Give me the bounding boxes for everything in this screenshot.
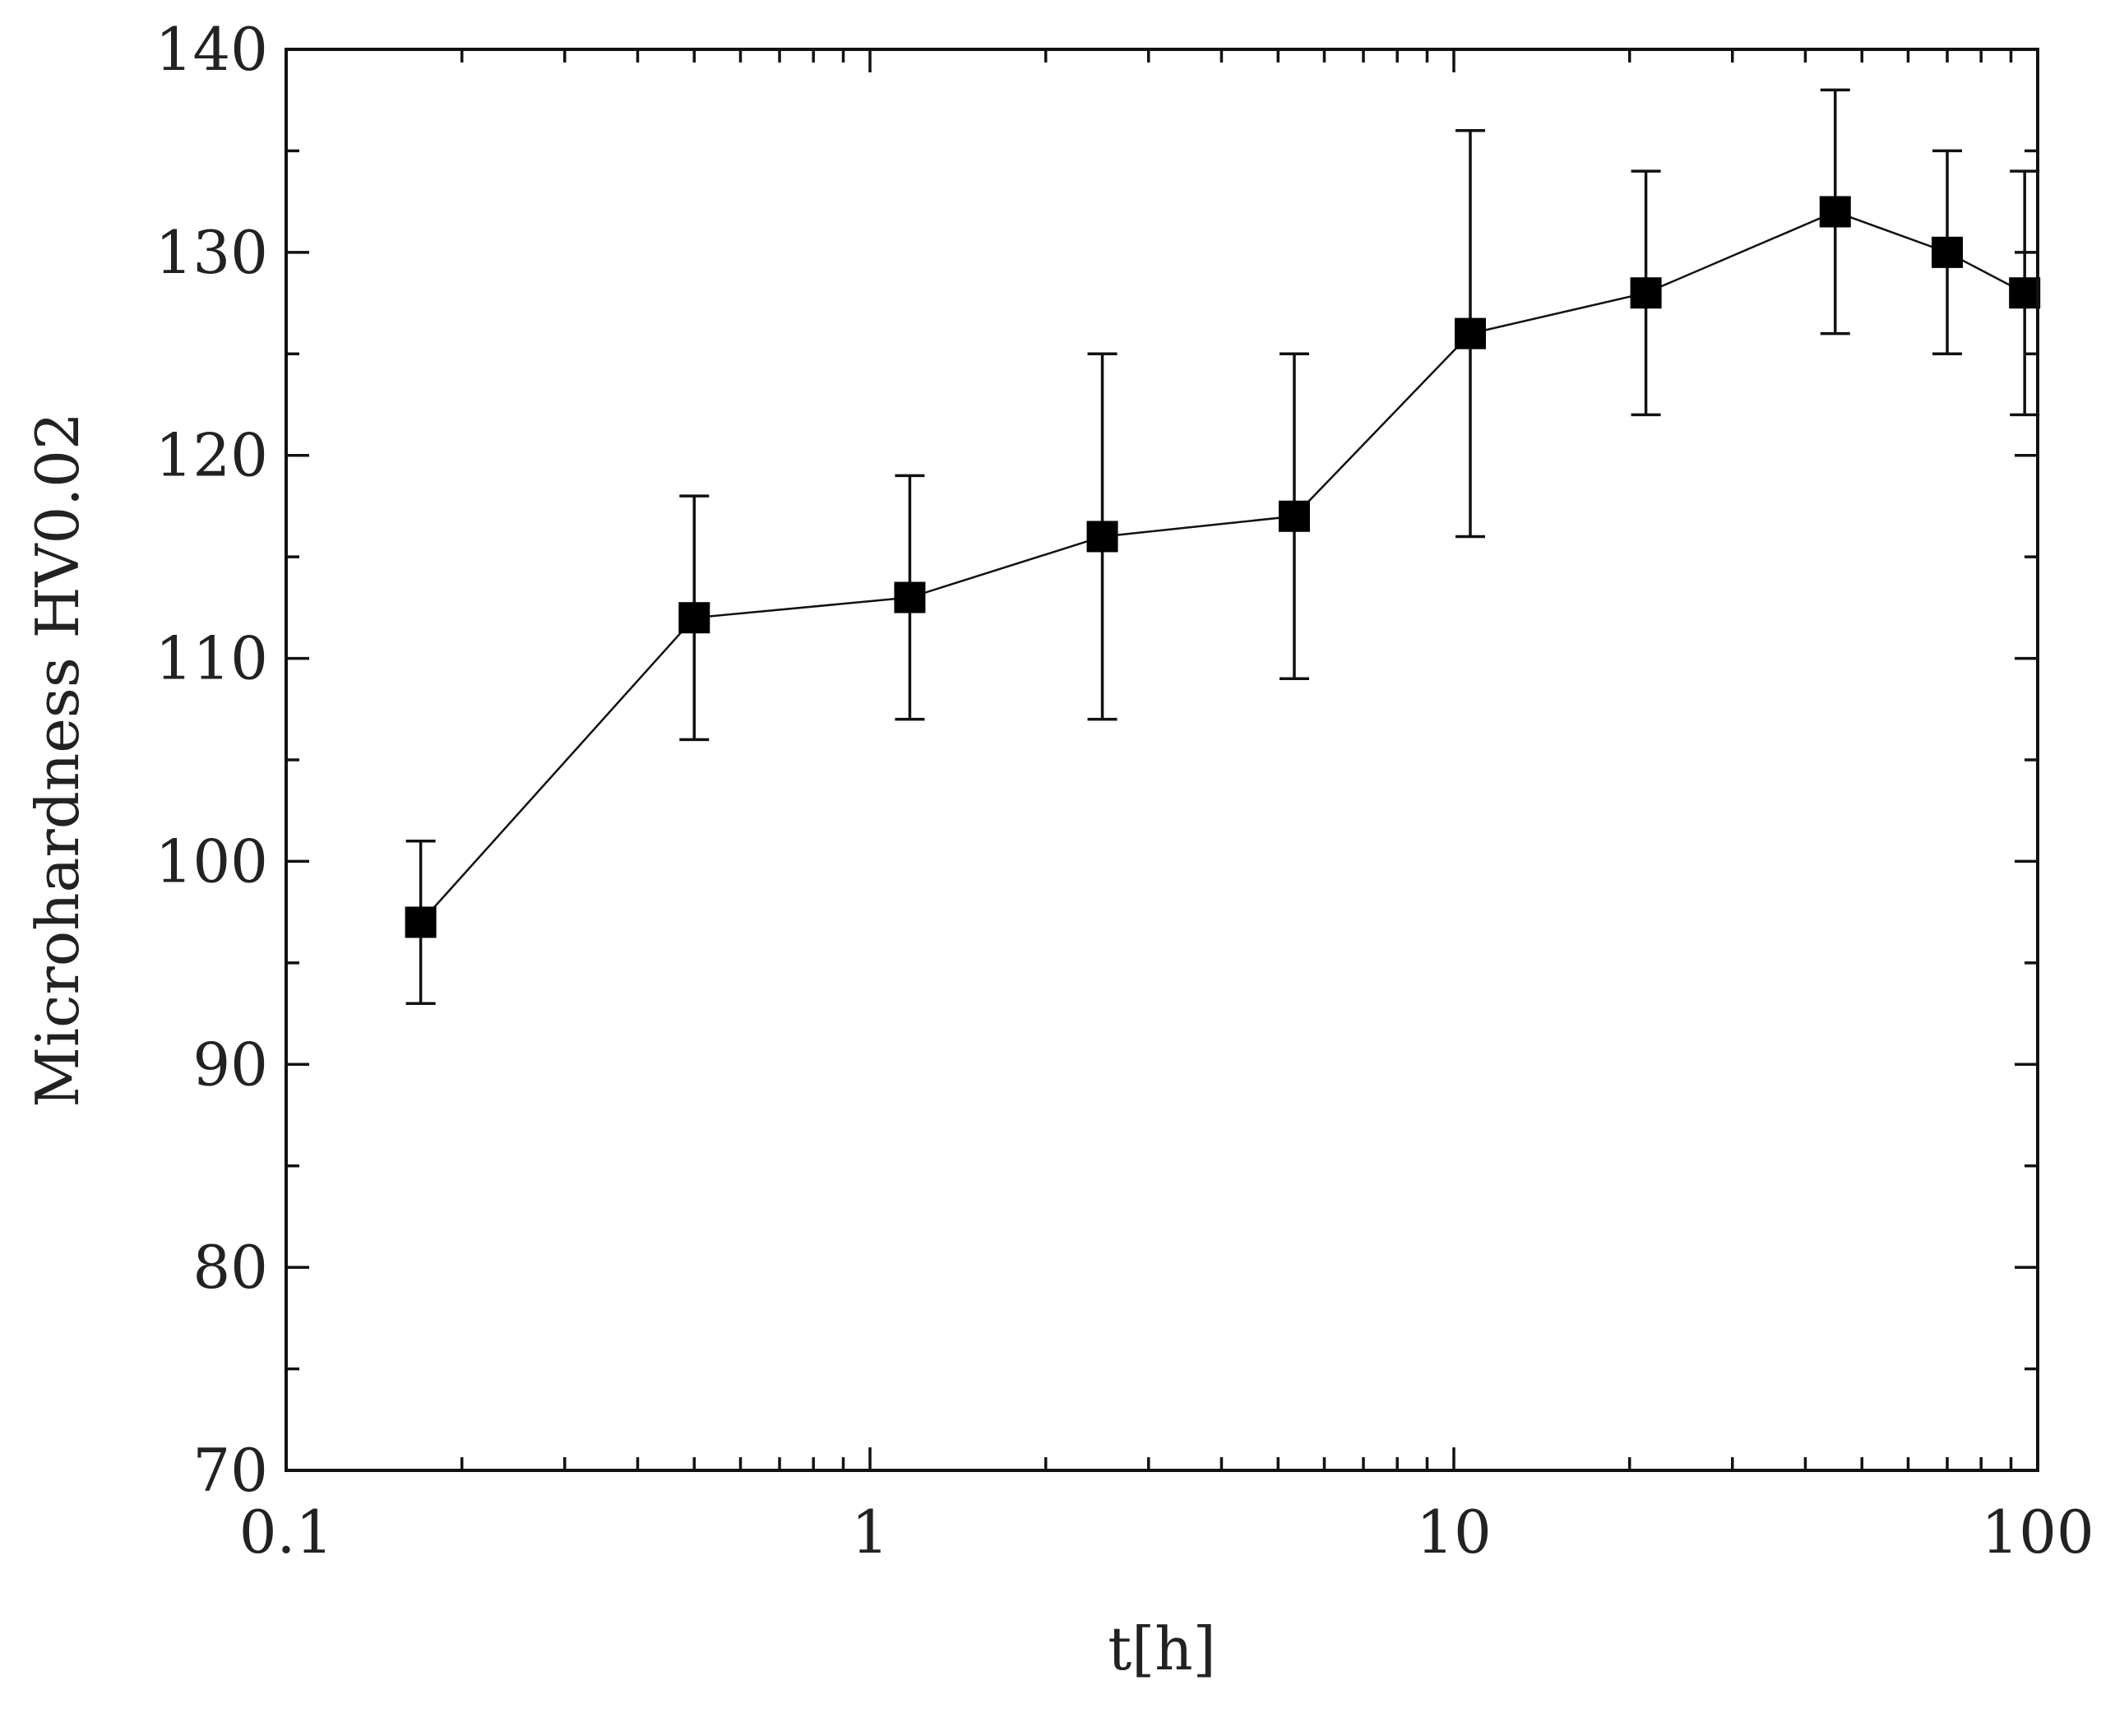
y-tick-label: 120 xyxy=(155,421,268,490)
y-tick-label: 80 xyxy=(192,1233,268,1302)
data-point xyxy=(1278,500,1310,532)
x-tick-label: 1 xyxy=(851,1498,889,1567)
y-axis-label: Microhardness HV0.02 xyxy=(23,412,92,1108)
y-tick-label: 130 xyxy=(155,218,268,287)
data-point xyxy=(1819,196,1851,228)
x-axis-label: t[h] xyxy=(1108,1614,1215,1683)
data-point xyxy=(1630,277,1662,309)
data-point xyxy=(2009,277,2041,309)
y-tick-label: 90 xyxy=(192,1030,268,1099)
x-tick-label: 0.1 xyxy=(239,1498,334,1567)
y-tick-label: 110 xyxy=(155,624,268,693)
data-point xyxy=(1086,521,1118,553)
data-point xyxy=(894,581,926,613)
data-point xyxy=(405,906,437,938)
data-point xyxy=(678,602,710,634)
y-tick-label: 70 xyxy=(192,1436,268,1505)
series-line xyxy=(419,211,2025,924)
data-point xyxy=(1932,236,1964,268)
plot-frame xyxy=(285,48,2039,1472)
data-point xyxy=(1454,317,1486,350)
x-tick-label: 10 xyxy=(1416,1498,1492,1567)
x-tick-label: 100 xyxy=(1981,1498,2094,1567)
y-tick-label: 140 xyxy=(155,15,268,84)
plot-area xyxy=(405,88,2041,1005)
y-tick-label: 100 xyxy=(155,826,268,896)
axis-ticks xyxy=(285,48,2039,1472)
